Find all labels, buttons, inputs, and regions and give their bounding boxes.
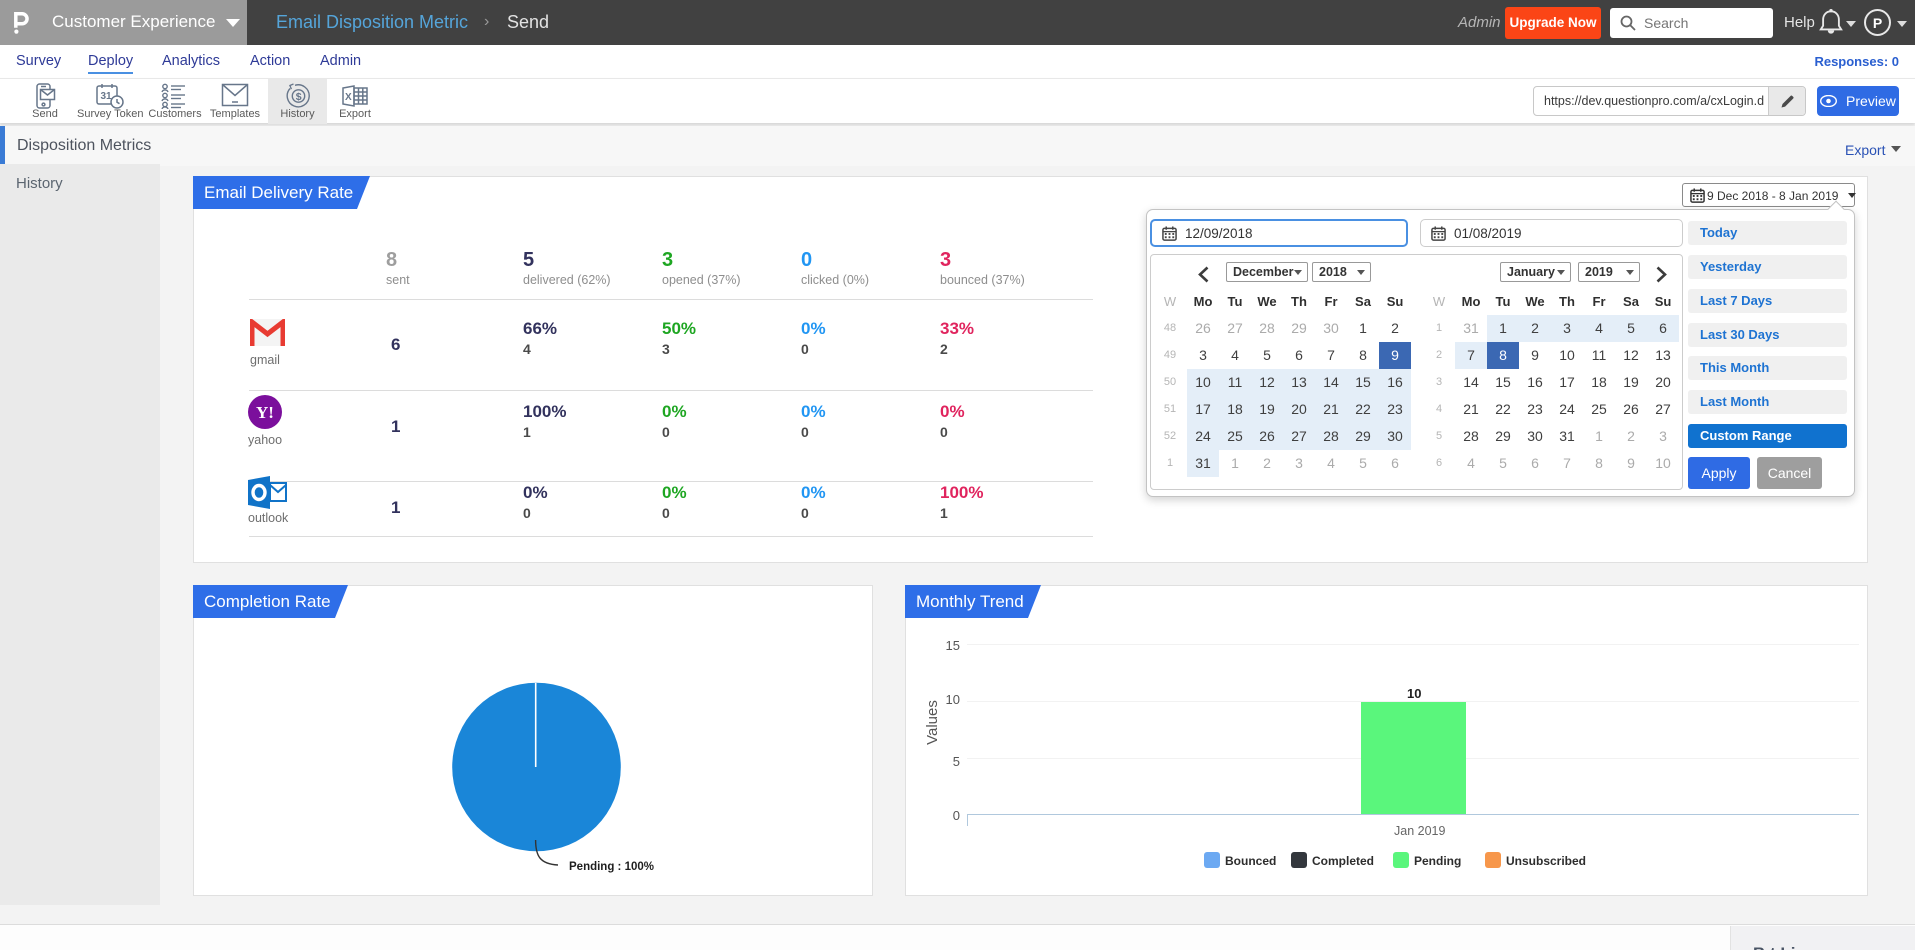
svg-text:$: $ xyxy=(295,91,301,103)
svg-text:X: X xyxy=(345,92,352,103)
svg-text:Y!: Y! xyxy=(256,403,274,422)
svg-text:Pending : 100%: Pending : 100% xyxy=(569,861,654,873)
svg-text:31: 31 xyxy=(101,91,113,102)
